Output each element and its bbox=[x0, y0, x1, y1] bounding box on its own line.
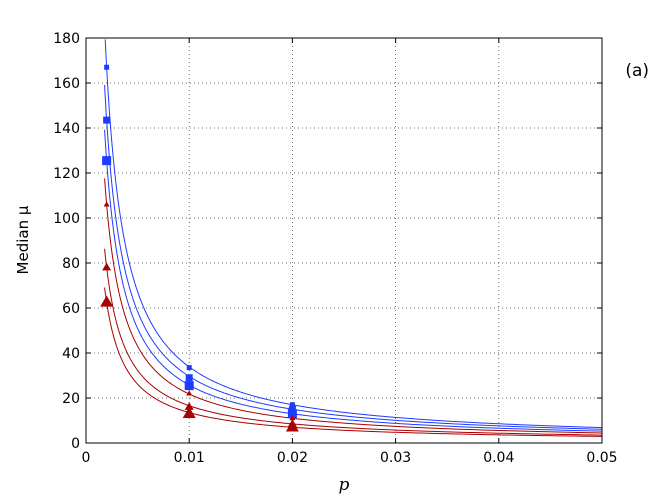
triangle-marker bbox=[102, 262, 112, 271]
square-marker bbox=[102, 156, 112, 166]
x-tick-label: 0.01 bbox=[174, 450, 205, 466]
square-marker bbox=[104, 64, 110, 70]
square-marker bbox=[289, 402, 295, 408]
panel-label: (a) bbox=[625, 61, 649, 81]
y-axis-label: Median μ bbox=[14, 205, 32, 274]
y-tick-label: 80 bbox=[62, 256, 80, 272]
square-marker bbox=[186, 365, 192, 371]
square-marker bbox=[287, 409, 297, 419]
triangle-marker bbox=[285, 420, 299, 432]
axis-ticks: 0 0.01 0.02 0.03 0.04 0.05 0 20 40 60 80 100 120 140 1… bbox=[53, 31, 617, 466]
triangle-marker bbox=[184, 402, 194, 410]
y-tick-label: 140 bbox=[53, 121, 80, 137]
y-tick-label: 60 bbox=[62, 301, 80, 317]
triangle-marker bbox=[289, 415, 296, 421]
x-tick-label: 0.03 bbox=[380, 450, 411, 466]
y-tick-label: 100 bbox=[53, 211, 80, 227]
x-tick-label: 0.05 bbox=[586, 450, 617, 466]
square-marker bbox=[103, 116, 111, 124]
x-axis-label: p bbox=[339, 475, 350, 495]
y-tick-label: 0 bbox=[71, 436, 80, 452]
fit-curve-3 bbox=[104, 129, 603, 432]
y-tick-label: 20 bbox=[62, 391, 80, 407]
plot-area bbox=[86, 38, 602, 443]
triangle-marker bbox=[103, 201, 110, 207]
x-tick-label: 0.04 bbox=[483, 450, 514, 466]
square-marker bbox=[185, 374, 193, 382]
x-tick-label: 0 bbox=[82, 450, 91, 466]
plot-frame bbox=[85, 37, 603, 444]
fit-curve-2 bbox=[104, 84, 603, 430]
y-tick-label: 180 bbox=[53, 31, 80, 47]
fit-curve-1 bbox=[104, 39, 603, 429]
fit-curve-5 bbox=[104, 248, 603, 436]
y-tick-label: 40 bbox=[62, 346, 80, 362]
triangle-marker bbox=[100, 295, 114, 307]
y-tick-label: 160 bbox=[53, 76, 80, 92]
triangle-marker bbox=[186, 390, 193, 396]
data-points bbox=[100, 64, 299, 432]
fit-curves bbox=[104, 39, 603, 437]
fit-curve-6 bbox=[104, 287, 603, 437]
y-tick-label: 120 bbox=[53, 166, 80, 182]
fit-curve-4 bbox=[104, 178, 603, 434]
x-tick-label: 0.02 bbox=[277, 450, 308, 466]
triangle-marker bbox=[182, 406, 196, 418]
square-marker bbox=[184, 381, 194, 391]
